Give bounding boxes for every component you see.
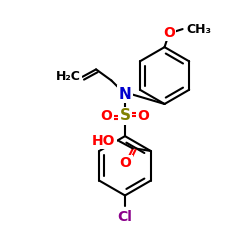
Text: O: O (138, 109, 149, 123)
Text: O: O (163, 26, 175, 40)
Text: N: N (119, 86, 132, 102)
Text: HO: HO (92, 134, 116, 148)
Text: CH₃: CH₃ (186, 22, 211, 36)
Text: Cl: Cl (118, 210, 132, 224)
Text: O: O (100, 109, 112, 123)
Text: O: O (120, 156, 132, 170)
Text: S: S (120, 108, 130, 123)
Text: H₂C: H₂C (56, 70, 81, 83)
